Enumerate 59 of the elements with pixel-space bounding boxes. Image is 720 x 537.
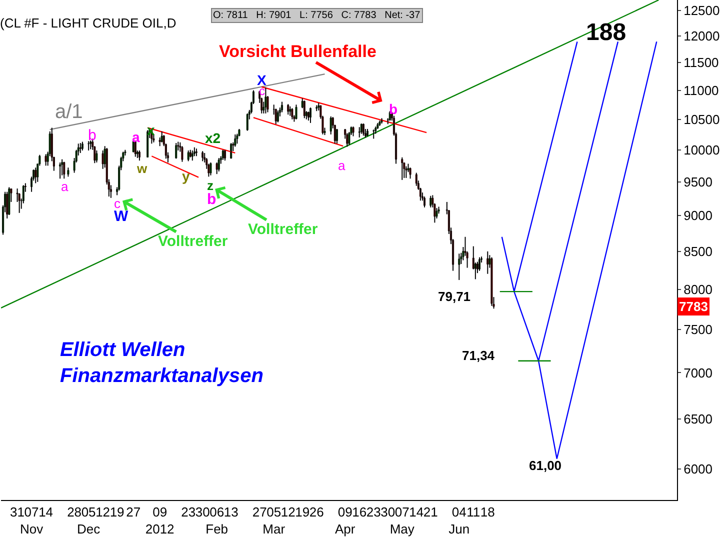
x-tick-label: 13 (224, 504, 238, 520)
y-tick-label: 7500 (684, 322, 713, 338)
annotation: Elliott Wellen Finanzmarktanalysen (60, 339, 264, 387)
x-tick-label: 30 (195, 504, 210, 520)
x-tick-label: 26 (309, 504, 324, 520)
y-tick-label: 6500 (684, 412, 713, 427)
annotation: a (338, 158, 346, 173)
annotation: Vorsicht Bullenfalle (219, 42, 376, 61)
annotation: c (114, 196, 121, 211)
y-tick-label: 10500 (684, 112, 720, 127)
annotation: 7783 (679, 299, 708, 314)
annotation: 71,34 (462, 348, 496, 363)
annotation: b (207, 191, 216, 208)
annotation: y (182, 168, 190, 184)
x-tick-label: 30 (380, 504, 396, 520)
y-tick-label: 10000 (684, 142, 720, 158)
x-tick-label: 23 (366, 504, 381, 520)
annotation: a/1 (55, 101, 83, 123)
x-tick-label: 27 (126, 504, 141, 520)
x-tick-label: 14 (409, 504, 424, 520)
y-tick-label: 8000 (684, 282, 713, 297)
annotation: b (88, 127, 96, 144)
x-tick-label: 21 (423, 504, 438, 520)
x-tick-label: 23 (181, 504, 196, 520)
x-tick-label: 09 2012 (145, 504, 174, 536)
y-tick-label: 8500 (684, 244, 713, 259)
annotation: 188 (586, 19, 626, 46)
y-tick-label: 7000 (684, 365, 713, 380)
annotation: x (147, 122, 155, 138)
x-tick-label: 14 (38, 504, 54, 520)
x-tick-label: 18 (480, 504, 495, 520)
y-tick-label: 9500 (684, 174, 713, 190)
annotation: Volltreffer (158, 233, 228, 250)
x-tick-label: 27 (252, 504, 267, 520)
annotation: Volltreffer (248, 221, 318, 238)
annotation: z (207, 178, 214, 193)
annotation: 61,00 (529, 458, 562, 473)
y-tick-label: 11000 (684, 82, 719, 98)
x-tick-label: 19 (295, 504, 310, 520)
annotation: W (114, 208, 129, 225)
annotation: x2 (205, 130, 221, 146)
annotation: a (61, 179, 69, 194)
x-tick-label: 12 (280, 504, 296, 520)
y-tick-label: 12500 (684, 2, 720, 18)
annotation: a (132, 129, 140, 145)
x-tick-label: 19 (110, 504, 124, 520)
x-tick-label: 11 (466, 504, 480, 520)
x-tick-label: 28 (67, 504, 82, 520)
y-tick-label: 12000 (684, 28, 720, 44)
text: (CL #F - LIGHT CRUDE OIL,D (0, 15, 176, 30)
y-tick-label: 11500 (684, 55, 719, 70)
annotation: 79,71 (438, 289, 471, 304)
y-tick-label: 6000 (684, 462, 713, 477)
annotation: w (136, 161, 148, 176)
annotation: b (389, 101, 398, 117)
x-tick-label: 31 (10, 504, 25, 520)
x-tick-label: 12 (96, 504, 110, 520)
y-tick-label: 9000 (684, 208, 713, 224)
text: O: 7811 H: 7901 L: 7756 C: 7783 Net: -37 (213, 10, 421, 21)
